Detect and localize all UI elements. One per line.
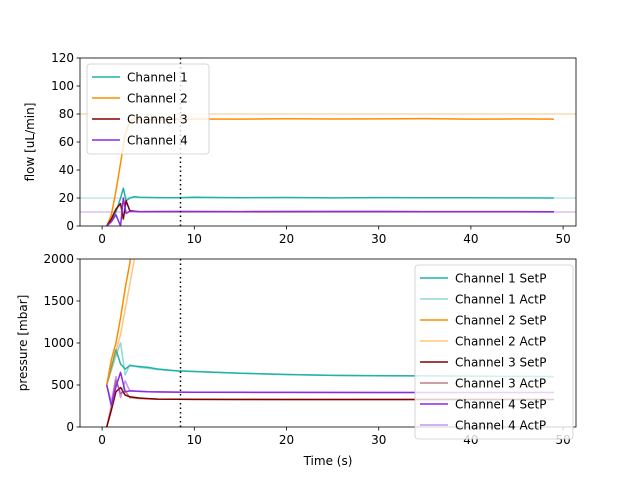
- legend-label: Channel 4 SetP: [455, 398, 546, 412]
- flow-axes: 0 10 20 30 40 50 0 20 40 60 80 100 120 flow [uL/min] C…: [23, 51, 577, 246]
- x-tick-label: 30: [371, 433, 386, 447]
- legend-label: Channel 3 SetP: [455, 356, 546, 370]
- y-tick-label: 100: [51, 79, 74, 93]
- y-tick-label: 120: [51, 51, 74, 65]
- x-tick-label: 10: [187, 232, 202, 246]
- y-tick-label: 2000: [43, 252, 74, 266]
- series-line-channel-2-actp: [106, 259, 136, 386]
- series-line-channel-3: [106, 200, 554, 226]
- y-tick-label: 0: [66, 420, 74, 434]
- series-line-channel-1: [106, 187, 554, 226]
- x-tick-label: 20: [279, 433, 294, 447]
- legend: Channel 1 Channel 2 Channel 3 Channel 4: [86, 63, 210, 155]
- x-tick-label: 20: [279, 232, 294, 246]
- x-tick-label: 10: [187, 433, 202, 447]
- y-axis-label: flow [uL/min]: [23, 103, 37, 182]
- series-line-channel-4-actp: [106, 375, 554, 403]
- y-tick-label: 0: [66, 219, 74, 233]
- y-tick-label: 500: [51, 378, 74, 392]
- x-axis-label: Time (s): [303, 454, 353, 468]
- y-tick-label: 60: [59, 135, 74, 149]
- y-tick-label: 1000: [43, 336, 74, 350]
- y-tick-label: 20: [59, 191, 74, 205]
- legend-label: Channel 2 ActP: [455, 335, 546, 349]
- y-tick-label: 40: [59, 163, 74, 177]
- x-tick-label: 0: [98, 433, 106, 447]
- legend-label: Channel 1: [127, 71, 188, 85]
- x-tick-label: 40: [463, 232, 478, 246]
- y-axis-label: pressure [mbar]: [16, 295, 30, 392]
- legend-label: Channel 4: [127, 134, 188, 148]
- legend-label: Channel 2: [127, 92, 188, 106]
- legend-box: [86, 63, 210, 155]
- legend-label: Channel 1 SetP: [455, 272, 546, 286]
- y-tick-label: 80: [59, 107, 74, 121]
- series-line-channel-4: [106, 197, 554, 226]
- x-tick-label: 50: [555, 232, 570, 246]
- legend-label: Channel 3 ActP: [455, 377, 546, 391]
- x-tick-label: 0: [98, 232, 106, 246]
- legend-box: [414, 264, 574, 440]
- legend: Channel 1 SetP Channel 1 ActP Channel 2 Se…: [414, 264, 574, 440]
- series-line-channel-3-actp: [106, 380, 554, 427]
- series-line-channel-2-setp: [106, 259, 132, 386]
- legend-label: Channel 2 SetP: [455, 314, 546, 328]
- legend-label: Channel 1 ActP: [455, 293, 546, 307]
- legend-label: Channel 3: [127, 113, 188, 127]
- legend-label: Channel 4 ActP: [455, 419, 546, 433]
- x-tick-label: 30: [371, 232, 386, 246]
- y-tick-label: 1500: [43, 294, 74, 308]
